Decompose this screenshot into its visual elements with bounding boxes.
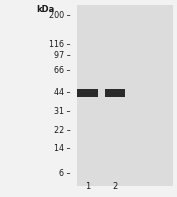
Text: 97 –: 97 – (54, 51, 71, 60)
Text: 2: 2 (112, 182, 118, 191)
Text: 66 –: 66 – (54, 66, 71, 75)
Text: 200 –: 200 – (49, 11, 71, 20)
Text: 22 –: 22 – (54, 126, 71, 135)
Text: 6 –: 6 – (59, 169, 71, 178)
Bar (77, 5, 173, 186)
Bar (78, 89, 98, 97)
Bar (105, 89, 125, 97)
Text: 44 –: 44 – (54, 88, 71, 97)
Text: kDa: kDa (37, 5, 55, 14)
Text: 116 –: 116 – (49, 40, 71, 49)
Text: 31 –: 31 – (54, 107, 71, 116)
Text: 1: 1 (85, 182, 90, 191)
Text: 14 –: 14 – (54, 144, 71, 153)
